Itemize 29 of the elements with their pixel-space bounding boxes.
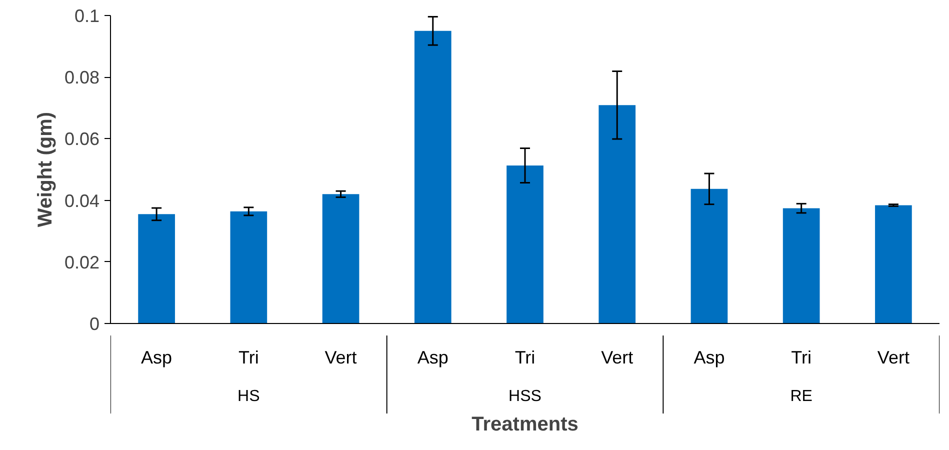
bar xyxy=(230,211,268,324)
y-tick-label: 0.04 xyxy=(64,190,100,211)
y-tick-label: 0 xyxy=(89,314,100,334)
bar xyxy=(506,165,544,324)
bar xyxy=(138,214,175,324)
x-tick-label: Asp xyxy=(417,347,448,368)
x-tick-label: Vert xyxy=(877,347,910,368)
x-axis-title: Treatments xyxy=(472,414,578,436)
x-tick-label: Tri xyxy=(514,347,536,368)
x-tick-label: Asp xyxy=(694,347,725,368)
text: RE xyxy=(790,388,812,405)
bar xyxy=(782,208,820,324)
x-tick-label: Tri xyxy=(791,347,812,368)
x-tick-label: Vert xyxy=(601,347,634,368)
text: HS xyxy=(238,388,260,405)
bar xyxy=(875,205,912,324)
bar xyxy=(690,188,728,324)
y-tick-label: 0.08 xyxy=(64,68,100,88)
text: HSS xyxy=(508,388,542,405)
x-tick-label: Vert xyxy=(324,347,357,368)
bar xyxy=(598,105,636,324)
bar xyxy=(322,194,360,324)
bar xyxy=(414,30,452,324)
y-axis-title: Weight (gm) xyxy=(34,112,56,228)
y-tick-label: 0.1 xyxy=(74,6,100,26)
y-tick-label: 0.06 xyxy=(64,129,100,150)
y-tick-label: 0.02 xyxy=(64,252,100,272)
x-tick-label: Asp xyxy=(141,347,172,368)
x-tick-label: Tri xyxy=(238,347,259,368)
